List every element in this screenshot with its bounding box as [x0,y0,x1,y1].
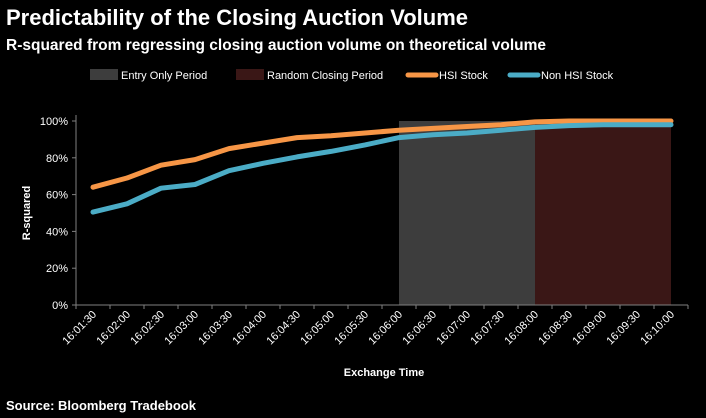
x-tick-label: 16:02:30 [128,309,167,348]
x-tick-label: 16:04:00 [230,309,269,348]
source-note: Source: Bloomberg Tradebook [6,398,196,413]
x-tick-label: 16:09:00 [570,309,609,348]
x-tick-label: 16:03:30 [196,309,235,348]
x-tick-label: 16:08:00 [502,309,541,348]
legend-label: Non HSI Stock [541,70,614,82]
x-tick-label: 16:03:00 [162,309,201,348]
legend-label: Entry Only Period [121,70,207,82]
y-tick-label: 60% [46,190,68,202]
x-tick-labels: 16:01:3016:02:0016:02:3016:03:0016:03:30… [60,309,677,348]
x-tick-label: 16:04:30 [264,309,303,348]
legend-label: Random Closing Period [267,70,383,82]
x-tick-label: 16:09:30 [604,309,643,348]
series-line-non-hsi-stock [90,122,674,215]
y-axis-label: R-squared [21,186,33,240]
series-lines [90,118,674,215]
y-tick-label: 0% [52,300,68,312]
y-tick-label: 20% [46,263,68,275]
x-tick-label: 16:07:00 [434,309,473,348]
y-tick-label: 40% [46,226,68,238]
x-tick-label: 16:06:00 [366,309,405,348]
period-bands [399,121,671,305]
x-tick-label: 16:05:00 [298,309,337,348]
y-tick-label: 80% [46,153,68,165]
chart-axes [72,115,689,309]
y-tick-labels: 0% 20% 40% 60% 80% 100% [40,116,68,312]
chart-subtitle: R-squared from regressing closing auctio… [6,37,547,54]
y-tick-label: 100% [40,116,68,128]
legend-swatch [90,69,118,80]
legend-label: HSI Stock [439,70,488,82]
chart-title: Predictability of the Closing Auction Vo… [6,5,469,30]
x-tick-label: 16:01:30 [60,309,99,348]
legend: Entry Only Period Random Closing Period HS… [90,69,614,82]
band-entry-only-period [399,121,535,305]
band-random-closing-period [535,121,671,305]
x-tick-label: 16:02:00 [94,309,133,348]
x-tick-label: 16:06:30 [400,309,439,348]
x-tick-label: 16:05:30 [332,309,371,348]
x-tick-label: 16:10:00 [638,309,677,348]
x-tick-label: 16:08:30 [536,309,575,348]
x-axis-label: Exchange Time [344,367,425,379]
legend-swatch [236,69,264,80]
series-line-hsi-stock [90,118,674,190]
x-tick-label: 16:07:30 [468,309,507,348]
